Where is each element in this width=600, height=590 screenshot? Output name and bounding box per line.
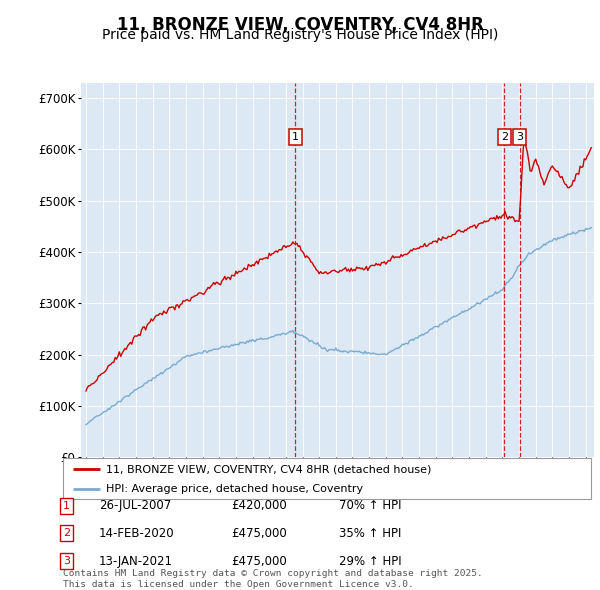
Text: 1: 1 [63, 501, 70, 510]
Text: 11, BRONZE VIEW, COVENTRY, CV4 8HR: 11, BRONZE VIEW, COVENTRY, CV4 8HR [116, 16, 484, 34]
Text: 1: 1 [292, 132, 299, 142]
Text: 35% ↑ HPI: 35% ↑ HPI [339, 527, 401, 540]
Text: HPI: Average price, detached house, Coventry: HPI: Average price, detached house, Cove… [106, 484, 364, 493]
Text: 70% ↑ HPI: 70% ↑ HPI [339, 499, 401, 512]
Text: 14-FEB-2020: 14-FEB-2020 [99, 527, 175, 540]
Text: £420,000: £420,000 [231, 499, 287, 512]
Text: 3: 3 [516, 132, 523, 142]
Text: 26-JUL-2007: 26-JUL-2007 [99, 499, 171, 512]
Text: 3: 3 [63, 556, 70, 566]
Text: £475,000: £475,000 [231, 527, 287, 540]
Text: 13-JAN-2021: 13-JAN-2021 [99, 555, 173, 568]
Text: £475,000: £475,000 [231, 555, 287, 568]
Text: 2: 2 [501, 132, 508, 142]
Text: 11, BRONZE VIEW, COVENTRY, CV4 8HR (detached house): 11, BRONZE VIEW, COVENTRY, CV4 8HR (deta… [106, 464, 431, 474]
Text: 2: 2 [63, 529, 70, 538]
Text: Contains HM Land Registry data © Crown copyright and database right 2025.
This d: Contains HM Land Registry data © Crown c… [63, 569, 483, 589]
Text: 29% ↑ HPI: 29% ↑ HPI [339, 555, 401, 568]
Text: Price paid vs. HM Land Registry's House Price Index (HPI): Price paid vs. HM Land Registry's House … [102, 28, 498, 42]
